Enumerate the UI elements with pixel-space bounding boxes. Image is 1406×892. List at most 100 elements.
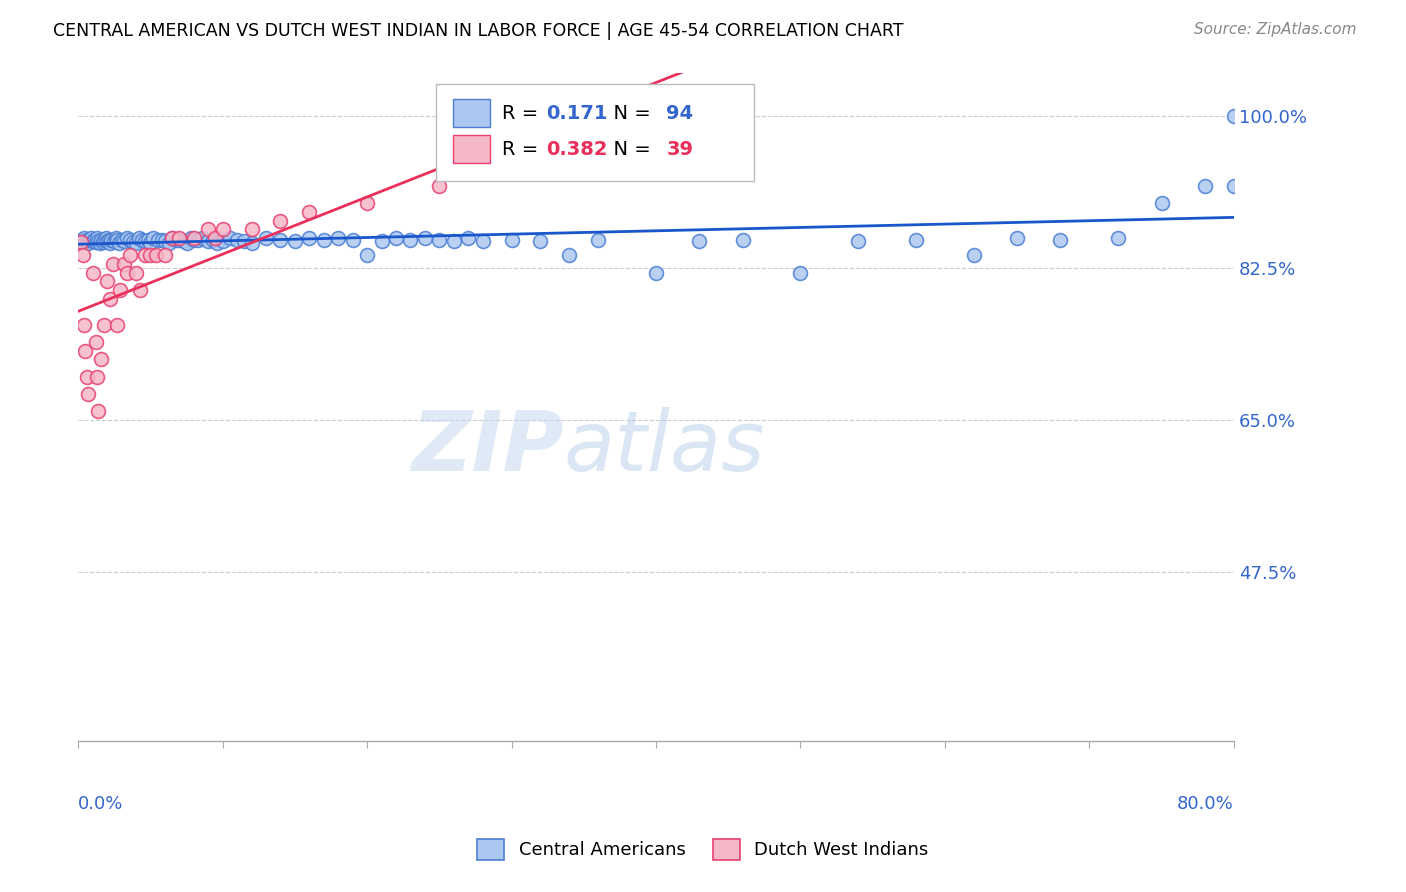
Point [75, 235, 97, 250]
Point [688, 235, 710, 249]
Point [413, 231, 436, 245]
Point [586, 233, 609, 247]
Point [98, 292, 121, 306]
Point [457, 231, 479, 245]
Point [82, 235, 104, 249]
Point [1223, 109, 1246, 123]
Point [204, 231, 226, 245]
Point [269, 213, 291, 227]
Point [501, 161, 523, 176]
Point [122, 235, 145, 250]
Point [176, 236, 198, 251]
Point [117, 231, 139, 245]
Point [75, 343, 97, 358]
Text: 39: 39 [666, 140, 693, 159]
Point [197, 235, 219, 249]
Point [1223, 178, 1246, 193]
Point [443, 235, 465, 249]
Point [125, 266, 148, 280]
Point [1049, 233, 1071, 247]
Point [1005, 231, 1028, 245]
Point [153, 248, 176, 262]
Point [70, 235, 93, 250]
Point [146, 233, 169, 247]
Point [128, 231, 150, 245]
Point [645, 266, 668, 280]
Point [91, 235, 114, 250]
Point [96, 235, 118, 249]
Point [963, 248, 986, 262]
Point [254, 231, 277, 245]
Point [131, 234, 153, 248]
Point [846, 235, 869, 249]
Point [94, 231, 117, 245]
Point [139, 248, 162, 262]
Point [201, 233, 224, 247]
Text: 0.382: 0.382 [547, 140, 607, 159]
Point [108, 283, 131, 297]
Point [169, 231, 191, 245]
Point [558, 248, 581, 262]
Point [120, 233, 142, 247]
Text: 80.0%: 80.0% [1177, 795, 1234, 814]
Text: 0.0%: 0.0% [79, 795, 124, 814]
Point [233, 235, 256, 249]
Point [103, 235, 125, 249]
Text: 94: 94 [666, 103, 693, 122]
Point [136, 233, 159, 247]
Text: Source: ZipAtlas.com: Source: ZipAtlas.com [1194, 22, 1357, 37]
Point [471, 235, 494, 249]
Point [120, 248, 142, 262]
Text: N =: N = [600, 103, 657, 122]
Text: CENTRAL AMERICAN VS DUTCH WEST INDIAN IN LABOR FORCE | AGE 45-54 CORRELATION CHA: CENTRAL AMERICAN VS DUTCH WEST INDIAN IN… [53, 22, 904, 40]
Text: ZIP: ZIP [411, 407, 564, 488]
Point [77, 387, 100, 401]
Point [97, 233, 120, 247]
Point [1150, 196, 1173, 211]
Point [105, 318, 128, 332]
Point [86, 369, 108, 384]
Point [77, 236, 100, 251]
Point [79, 234, 101, 248]
Point [205, 236, 228, 251]
Point [93, 234, 115, 248]
Point [616, 109, 638, 123]
Point [173, 235, 195, 249]
Point [211, 235, 233, 249]
Point [105, 233, 128, 247]
Point [134, 235, 156, 249]
Point [129, 283, 152, 297]
Point [187, 234, 209, 248]
Point [76, 369, 98, 384]
Point [269, 233, 291, 247]
Point [73, 231, 96, 245]
Point [96, 274, 118, 288]
Point [240, 222, 263, 236]
Text: 0.171: 0.171 [547, 103, 607, 122]
Point [89, 236, 111, 251]
Point [83, 233, 105, 247]
Point [87, 235, 110, 249]
Point [166, 233, 188, 247]
Point [73, 318, 96, 332]
Point [84, 235, 107, 250]
Point [342, 233, 364, 247]
FancyBboxPatch shape [453, 135, 489, 163]
Point [219, 231, 242, 245]
Point [84, 334, 107, 349]
Point [125, 236, 148, 251]
Point [82, 266, 104, 280]
Point [312, 233, 335, 247]
Point [183, 233, 205, 247]
Point [180, 231, 202, 245]
Point [90, 233, 112, 247]
Point [87, 404, 110, 418]
Point [157, 236, 180, 251]
Point [142, 231, 165, 245]
Point [370, 235, 392, 249]
Point [160, 231, 183, 245]
Point [114, 257, 136, 271]
Point [153, 235, 176, 249]
Point [69, 235, 91, 250]
Point [134, 248, 156, 262]
